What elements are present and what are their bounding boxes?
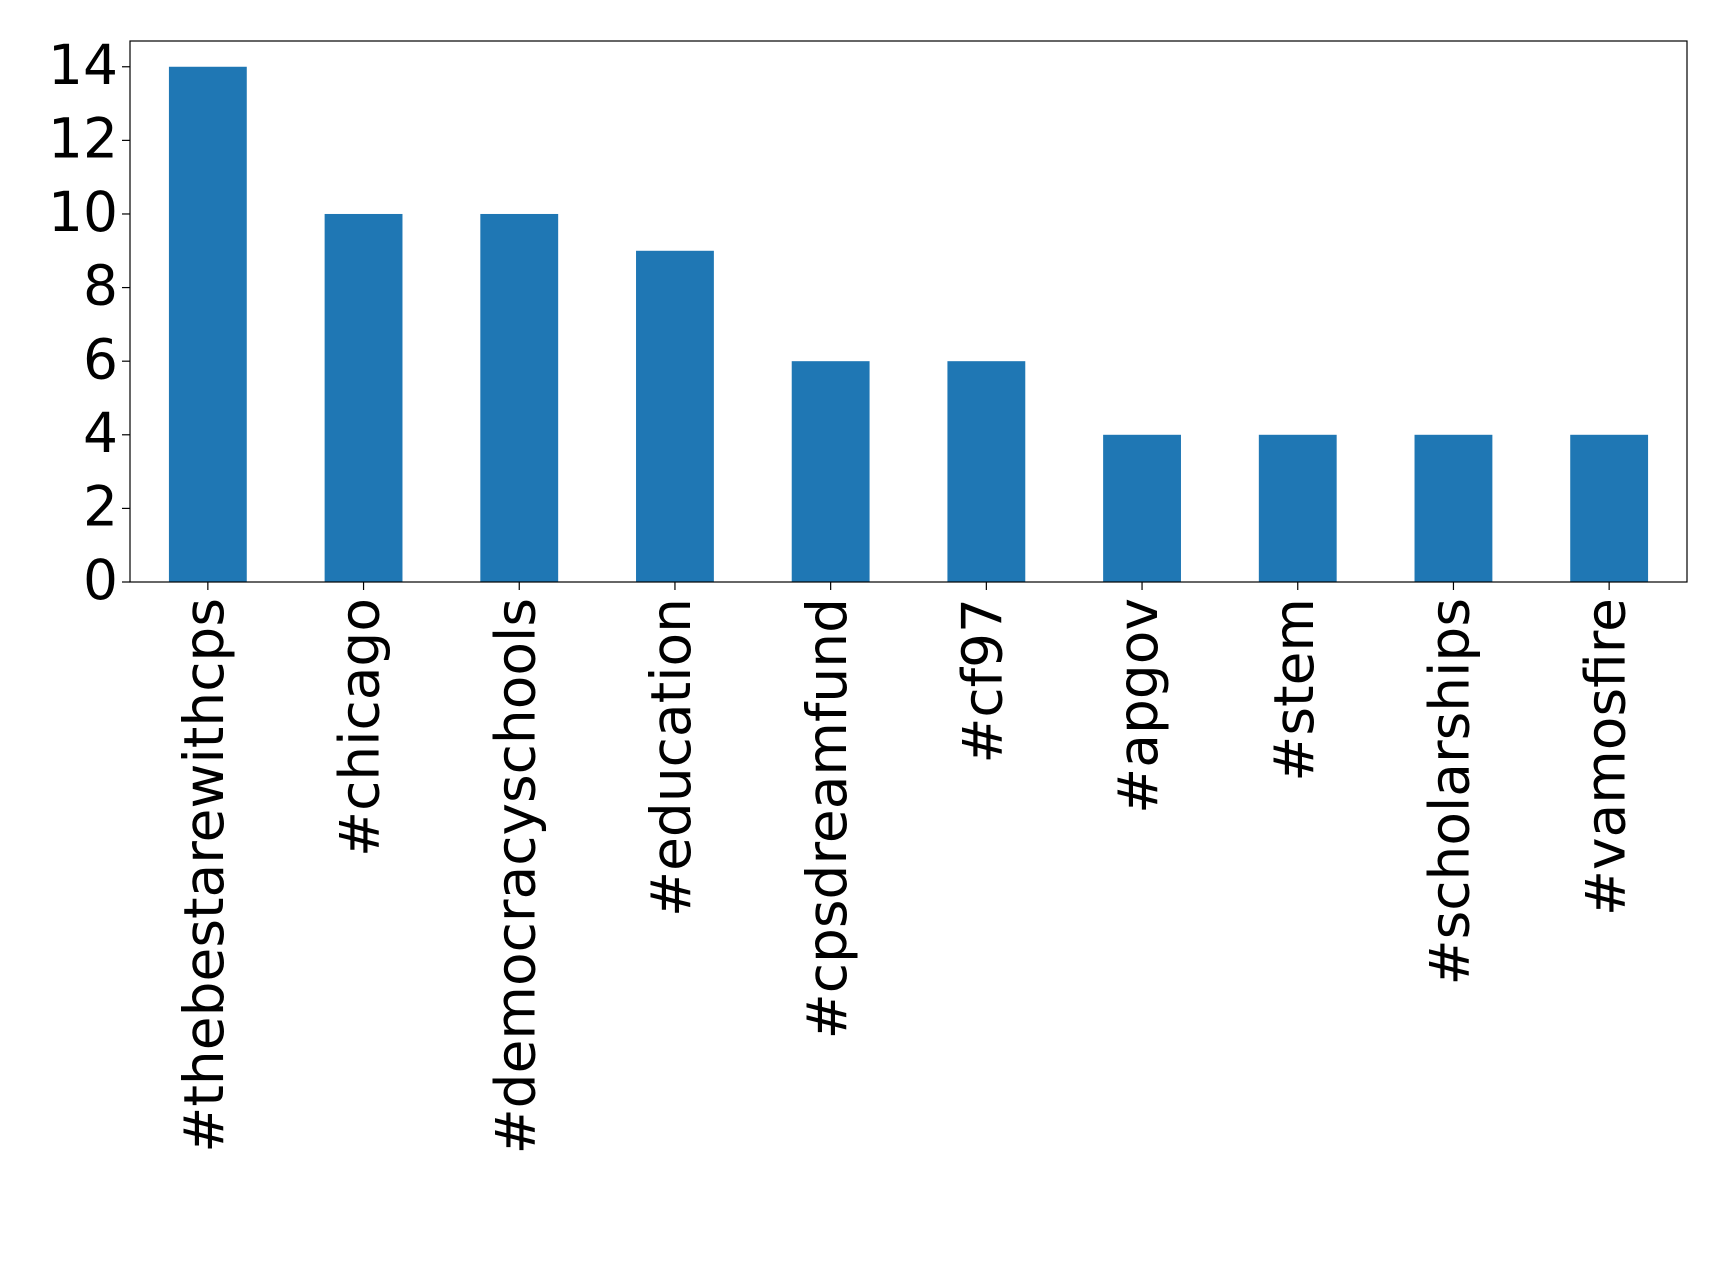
bar: [636, 250, 714, 582]
y-tick-label: 10: [48, 180, 118, 244]
bar: [480, 213, 559, 583]
y-tick-label: 2: [83, 475, 118, 539]
bar: [1258, 434, 1337, 582]
bar: [168, 66, 247, 582]
x-tick-label: #thebestarewithcps: [172, 598, 236, 1153]
bar: [324, 213, 403, 583]
y-tick-label: 4: [83, 401, 118, 465]
x-tick-label: #cf97: [950, 598, 1014, 764]
y-tick-label: 14: [48, 33, 118, 97]
plot-frame: [129, 40, 1688, 583]
x-tick-label: #education: [639, 598, 703, 917]
x-tick-label: #democracyschools: [483, 598, 547, 1154]
bar: [791, 361, 870, 582]
bar: [1103, 434, 1181, 582]
x-tick-label: #chicago: [328, 598, 392, 857]
y-tick-label: 6: [83, 327, 118, 391]
bar: [1414, 434, 1493, 582]
bar: [947, 361, 1026, 582]
x-tick-label: #stem: [1262, 598, 1326, 782]
y-tick-label: 0: [83, 548, 118, 612]
x-tick-label: #apgov: [1106, 598, 1170, 814]
bar: [1570, 434, 1649, 582]
x-tick-label: #vamosfire: [1573, 598, 1637, 916]
y-tick-label: 8: [83, 254, 118, 318]
x-tick-label: #cpsdreamfund: [795, 598, 859, 1039]
y-tick-label: 12: [48, 107, 118, 171]
x-tick-label: #scholarships: [1418, 598, 1482, 985]
